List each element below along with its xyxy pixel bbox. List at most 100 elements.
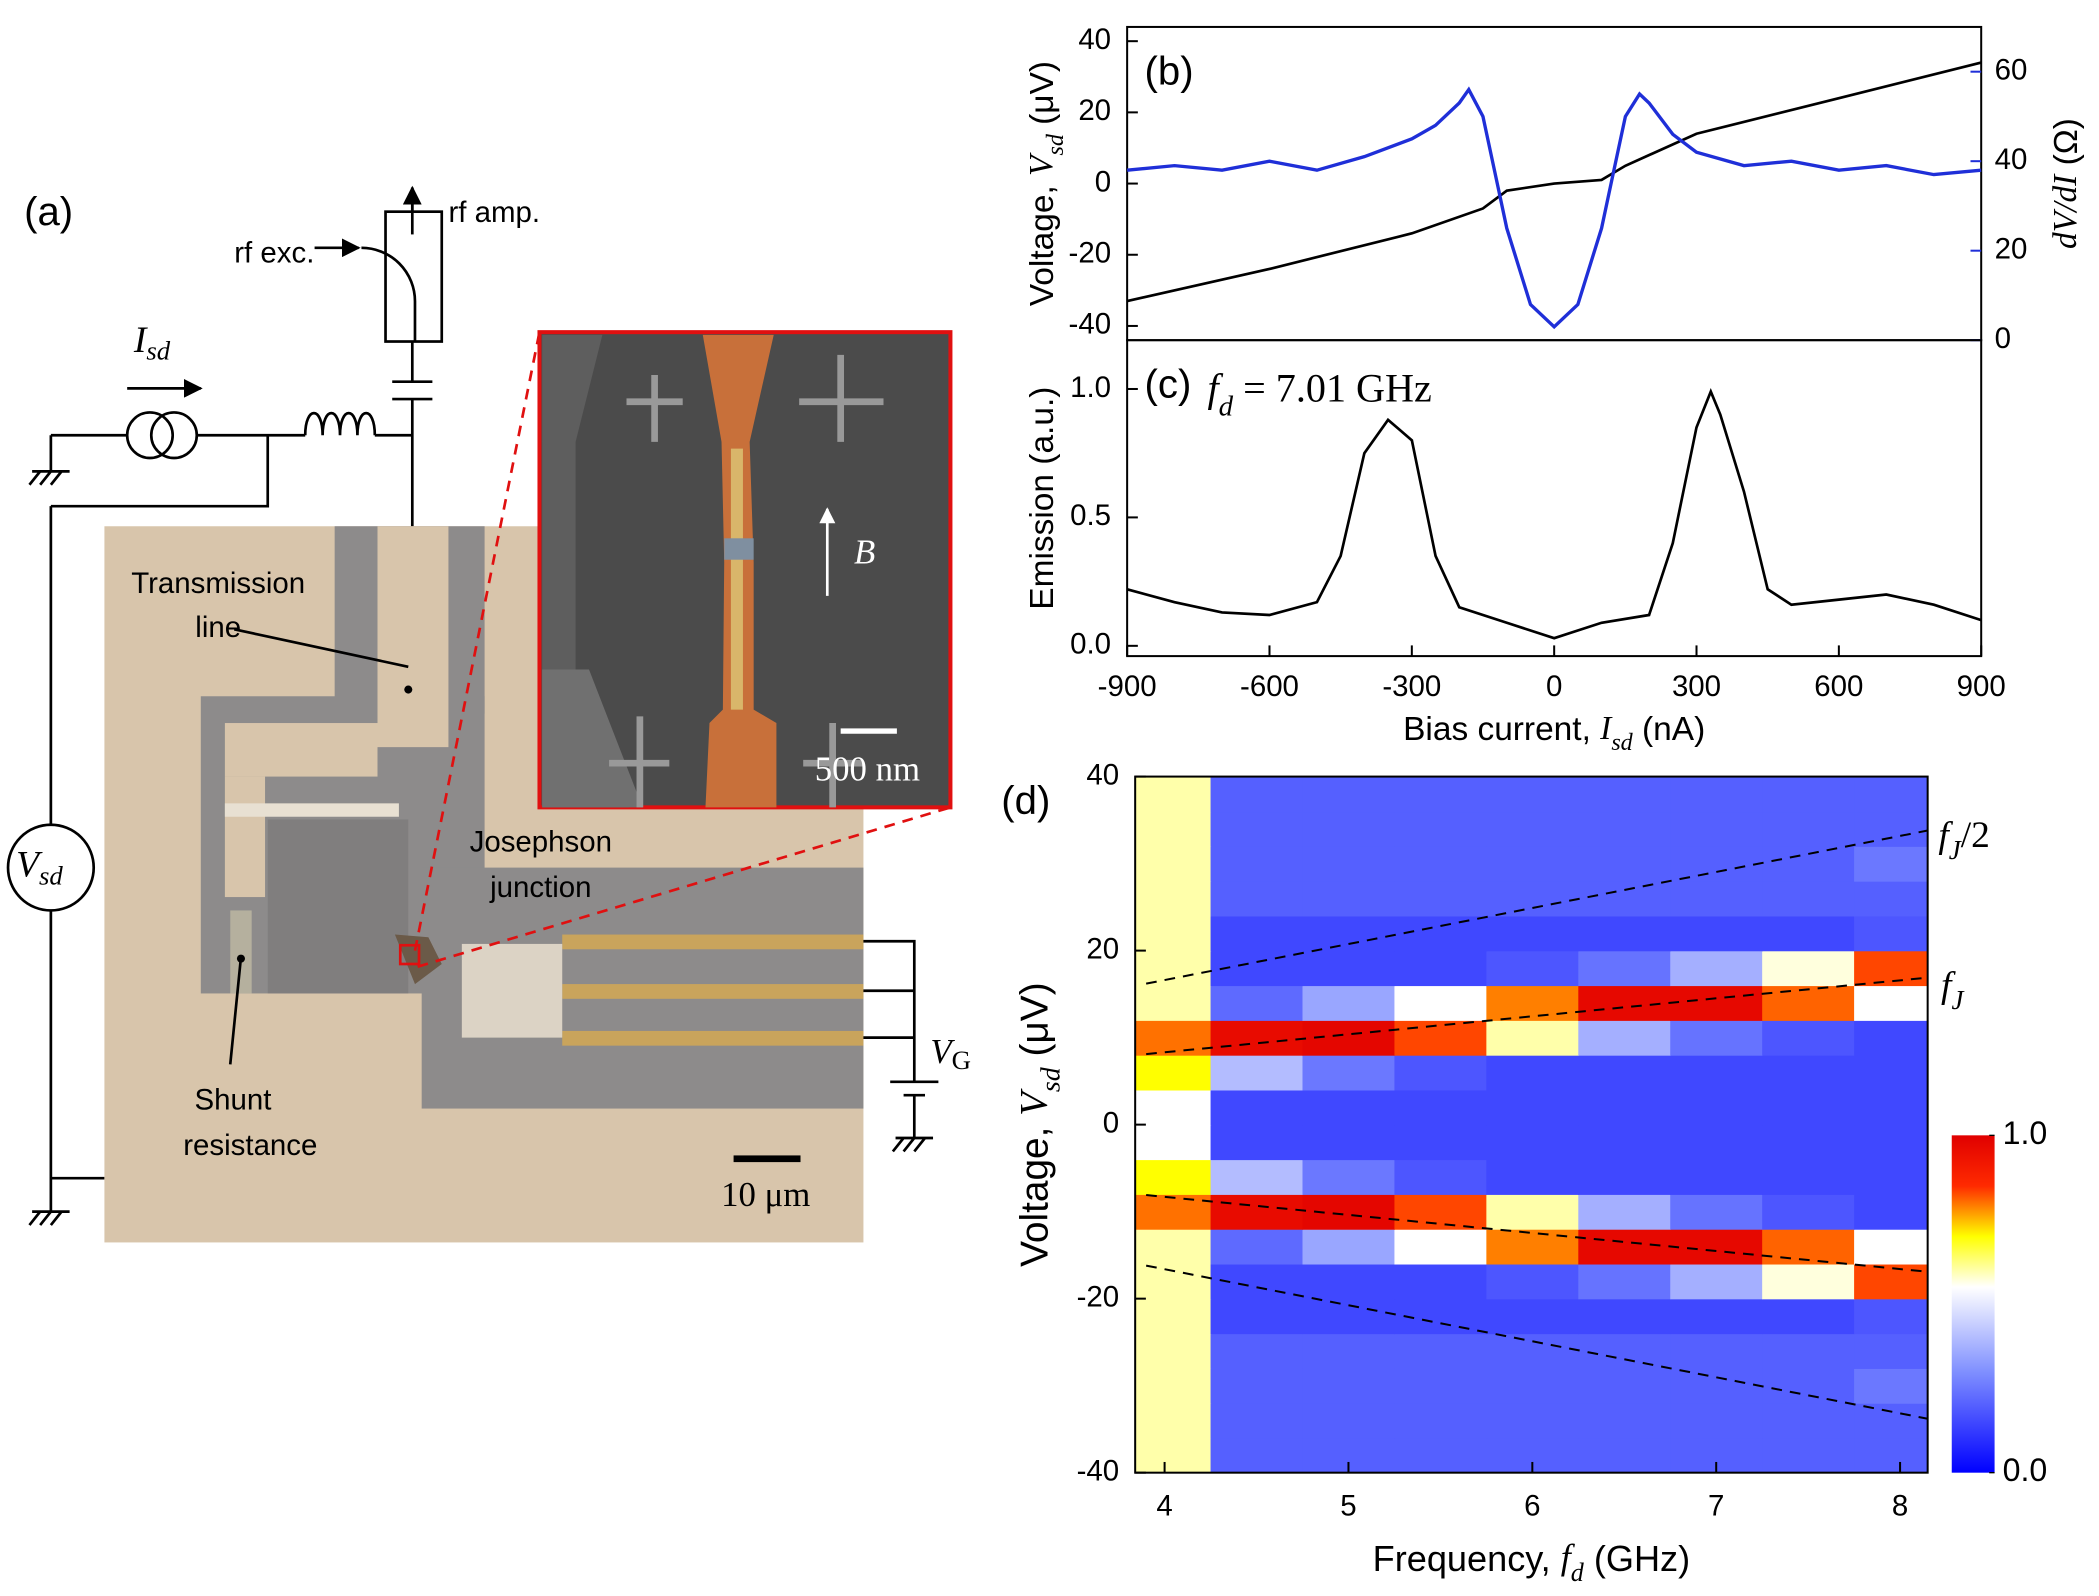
heatmap-cell <box>1578 1263 1671 1300</box>
heatmap-cell <box>1210 1055 1304 1091</box>
heatmap-cell <box>1210 1089 1304 1126</box>
heatmap-cell <box>1670 1194 1763 1230</box>
label-part: (μV) <box>1014 982 1057 1067</box>
heatmap-cell <box>1670 1124 1763 1161</box>
x-axis-label: Frequency, fd (GHz) <box>1373 1537 1691 1587</box>
heatmap-cell <box>1210 1159 1304 1195</box>
heatmap-cell <box>1135 1124 1212 1161</box>
heatmap-cell <box>1302 1298 1396 1335</box>
heatmap-cell <box>1578 985 1671 1021</box>
heatmap-cell <box>1762 1368 1855 1404</box>
heatmap-cell <box>1854 1437 1928 1473</box>
colorbar <box>1951 1135 1995 1473</box>
y-tick-label: 0 <box>1095 165 1111 198</box>
label-part: I <box>1599 710 1613 747</box>
colorbar-label: 0.0 <box>2003 1452 2048 1488</box>
heatmap-cell <box>1486 1368 1579 1404</box>
heatmap-cell <box>1486 1159 1579 1195</box>
label-part: J <box>1951 985 1965 1015</box>
heatmap-cell <box>1135 1194 1212 1230</box>
heatmap-cell <box>1854 1298 1928 1335</box>
panel-label: (a) <box>24 189 73 234</box>
heatmap-cell <box>1670 811 1763 847</box>
heatmap-cell <box>1486 1298 1579 1335</box>
colorbar-label: 1.0 <box>2003 1115 2048 1151</box>
heatmap-cell <box>1670 1229 1763 1265</box>
heatmap-cell <box>1394 1089 1488 1126</box>
label-part: (Ω) <box>2048 118 2085 175</box>
heatmap-cell <box>1486 985 1579 1021</box>
annotation: Shunt <box>194 1084 271 1117</box>
heatmap-cell <box>1762 1055 1855 1091</box>
heatmap-cell <box>1302 811 1396 847</box>
heatmap-cell <box>1302 1159 1396 1195</box>
x-axis-label: Bias current, Isd (nA) <box>1403 710 1705 756</box>
heatmap-cell <box>1486 1403 1579 1439</box>
label-part: V <box>1023 152 1060 176</box>
heatmap-cell <box>1762 846 1855 882</box>
heatmap-cell <box>1854 1194 1928 1230</box>
heatmap-cell <box>1135 846 1212 882</box>
heatmap-cell <box>1578 1194 1671 1230</box>
x-tick-label: 5 <box>1340 1489 1356 1522</box>
subscript: sd <box>146 336 170 366</box>
y-axis-label: Voltage, Vsd (μV) <box>1023 61 1069 306</box>
label-part: / <box>2047 200 2084 214</box>
annotation: junction <box>489 871 591 904</box>
heatmap-cell <box>1762 950 1855 987</box>
y2-tick-label: 40 <box>1995 143 2028 176</box>
heatmap-cell <box>1670 915 1763 952</box>
heatmap-cell <box>1578 1298 1671 1335</box>
annotation: fd = 7.01 GHz <box>1207 366 1431 422</box>
symbol: V <box>930 1032 955 1071</box>
heatmap-cell <box>1486 1089 1579 1126</box>
heatmap-cell <box>1394 1333 1488 1369</box>
symbol: V <box>16 844 43 885</box>
heatmap-cell <box>1394 846 1488 882</box>
heatmap-cell <box>1578 1333 1671 1369</box>
x-tick-label: 8 <box>1892 1489 1908 1522</box>
label-part: d <box>1571 1558 1585 1587</box>
heatmap-cell <box>1210 1333 1304 1369</box>
heatmap-cell <box>1135 1437 1212 1473</box>
label-part: (nA) <box>1633 711 1706 748</box>
current-label: Isd <box>133 319 171 365</box>
scale-label: 500 nm <box>815 750 920 789</box>
label-part: sd <box>1043 133 1069 155</box>
label-part: Frequency, <box>1373 1538 1561 1579</box>
heatmap-cell <box>1394 1437 1488 1473</box>
annotation: fJ <box>1941 965 1965 1016</box>
heatmap-cell <box>1578 880 1671 917</box>
heatmap-cell <box>1135 811 1212 847</box>
y2-tick-label: 20 <box>1995 232 2028 265</box>
label-part: J <box>1949 835 1963 865</box>
heatmap-cell <box>1762 915 1855 952</box>
heatmap-cell <box>1210 846 1304 882</box>
label-part: dV <box>2047 208 2084 249</box>
heatmap-cell <box>1486 1229 1579 1265</box>
heatmap-cell <box>1854 1159 1928 1195</box>
heatmap-cell <box>1762 1263 1855 1300</box>
heatmap-cell <box>1394 776 1488 813</box>
heatmap-cell <box>1135 880 1212 917</box>
heatmap-cell <box>1854 811 1928 847</box>
y-tick-label: 0 <box>1103 1106 1119 1139</box>
heatmap-cell <box>1486 811 1579 847</box>
heatmap-cell <box>1210 1020 1304 1056</box>
annotation: Josephson <box>470 825 612 858</box>
heatmap-cell <box>1854 985 1928 1021</box>
x-tick-label: -600 <box>1240 670 1299 703</box>
heatmap-cell <box>1135 776 1212 813</box>
heatmap-cell <box>1394 915 1488 952</box>
label-part: d <box>1219 390 1234 422</box>
heatmap-cell <box>1670 985 1763 1021</box>
heatmap-cell <box>1302 1055 1396 1091</box>
heatmap-cell <box>1302 1263 1396 1300</box>
heatmap-cell <box>1670 1368 1763 1404</box>
heatmap-cell <box>1210 1124 1304 1161</box>
heatmap-cell <box>1394 880 1488 917</box>
voltmeter-label: Vsd <box>16 844 63 890</box>
y-tick-label: 40 <box>1078 23 1111 56</box>
y-tick-label: -40 <box>1069 308 1112 341</box>
